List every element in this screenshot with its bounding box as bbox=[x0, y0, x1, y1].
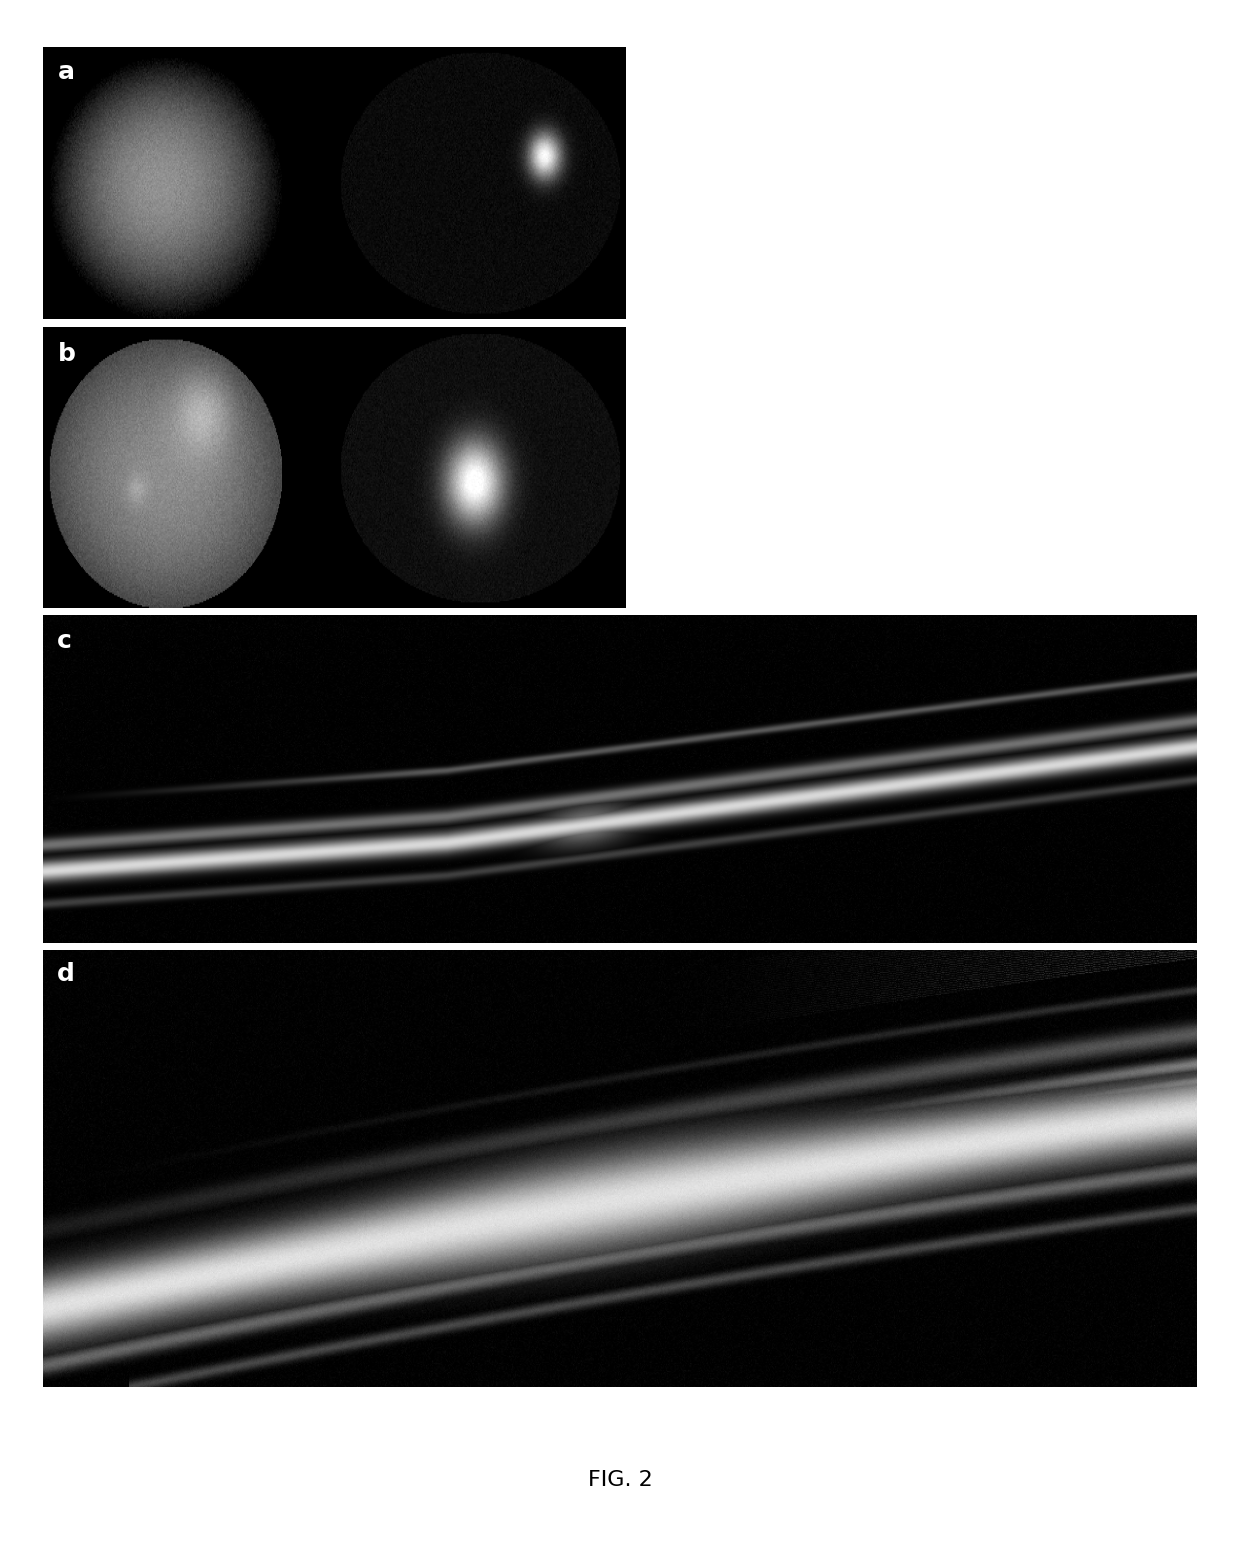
Text: b: b bbox=[58, 341, 76, 366]
Text: c: c bbox=[57, 629, 72, 653]
Text: a: a bbox=[58, 61, 74, 84]
Text: FIG. 2: FIG. 2 bbox=[588, 1471, 652, 1489]
Text: d: d bbox=[57, 961, 76, 986]
